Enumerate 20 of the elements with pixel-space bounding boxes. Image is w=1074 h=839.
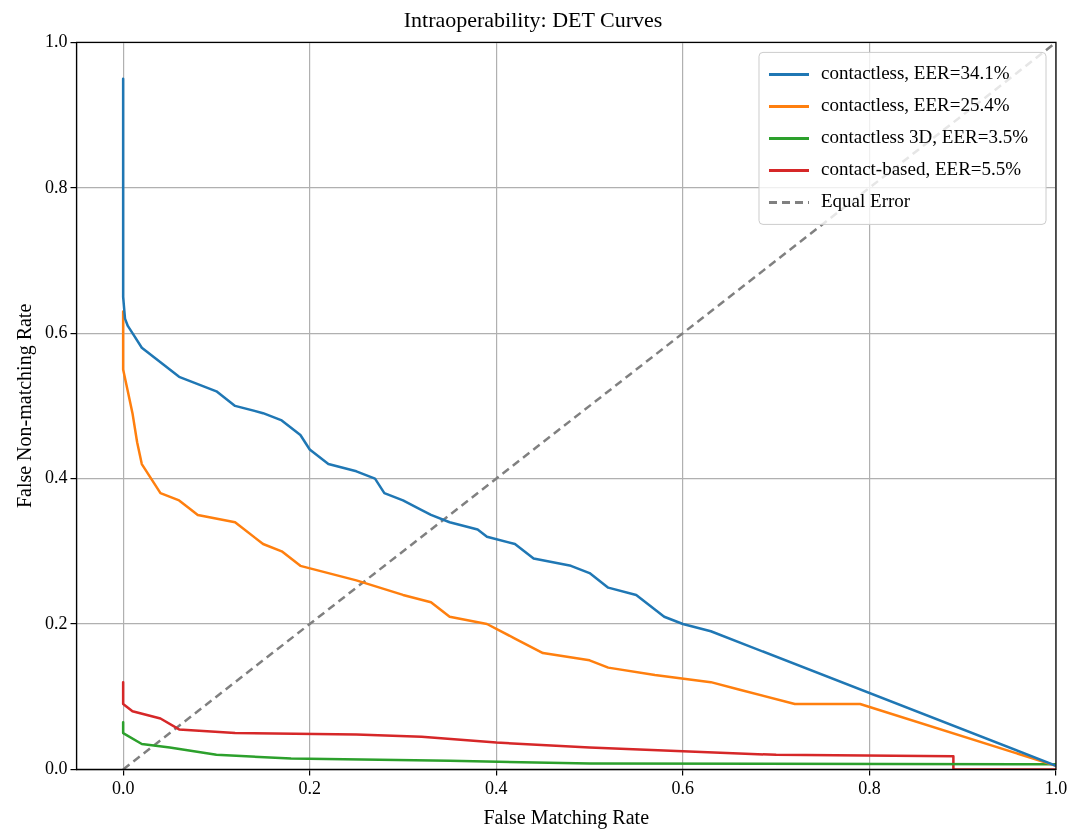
y-tick-label: 0.8 [45, 176, 68, 197]
x-tick-label: 0.6 [671, 777, 695, 798]
y-tick-label: 0.0 [45, 758, 68, 779]
legend-label: Equal Error [820, 190, 911, 212]
chart-title: Intraoperability: DET Curves [403, 6, 663, 32]
legend-label: contactless, EER=34.1% [820, 62, 1010, 84]
x-axis-title: False Matching Rate [483, 806, 650, 830]
y-axis-title: False Non-matching Rate [13, 303, 37, 509]
legend-label: contact-based, EER=5.5% [820, 158, 1022, 180]
y-tick-label: 0.6 [45, 321, 68, 342]
y-tick-label: 1.0 [45, 31, 68, 52]
x-tick-label: 1.0 [1044, 777, 1068, 798]
x-tick-label: 0.4 [485, 777, 508, 798]
x-tick-label: 0.2 [298, 777, 321, 798]
y-tick-label: 0.4 [45, 467, 68, 488]
x-tick-label: 0.0 [111, 777, 135, 798]
legend-label: contactless, EER=25.4% [820, 94, 1010, 116]
x-tick-label: 0.8 [858, 777, 881, 798]
y-tick-label: 0.2 [45, 612, 68, 633]
legend-label: contactless 3D, EER=3.5% [820, 126, 1029, 148]
